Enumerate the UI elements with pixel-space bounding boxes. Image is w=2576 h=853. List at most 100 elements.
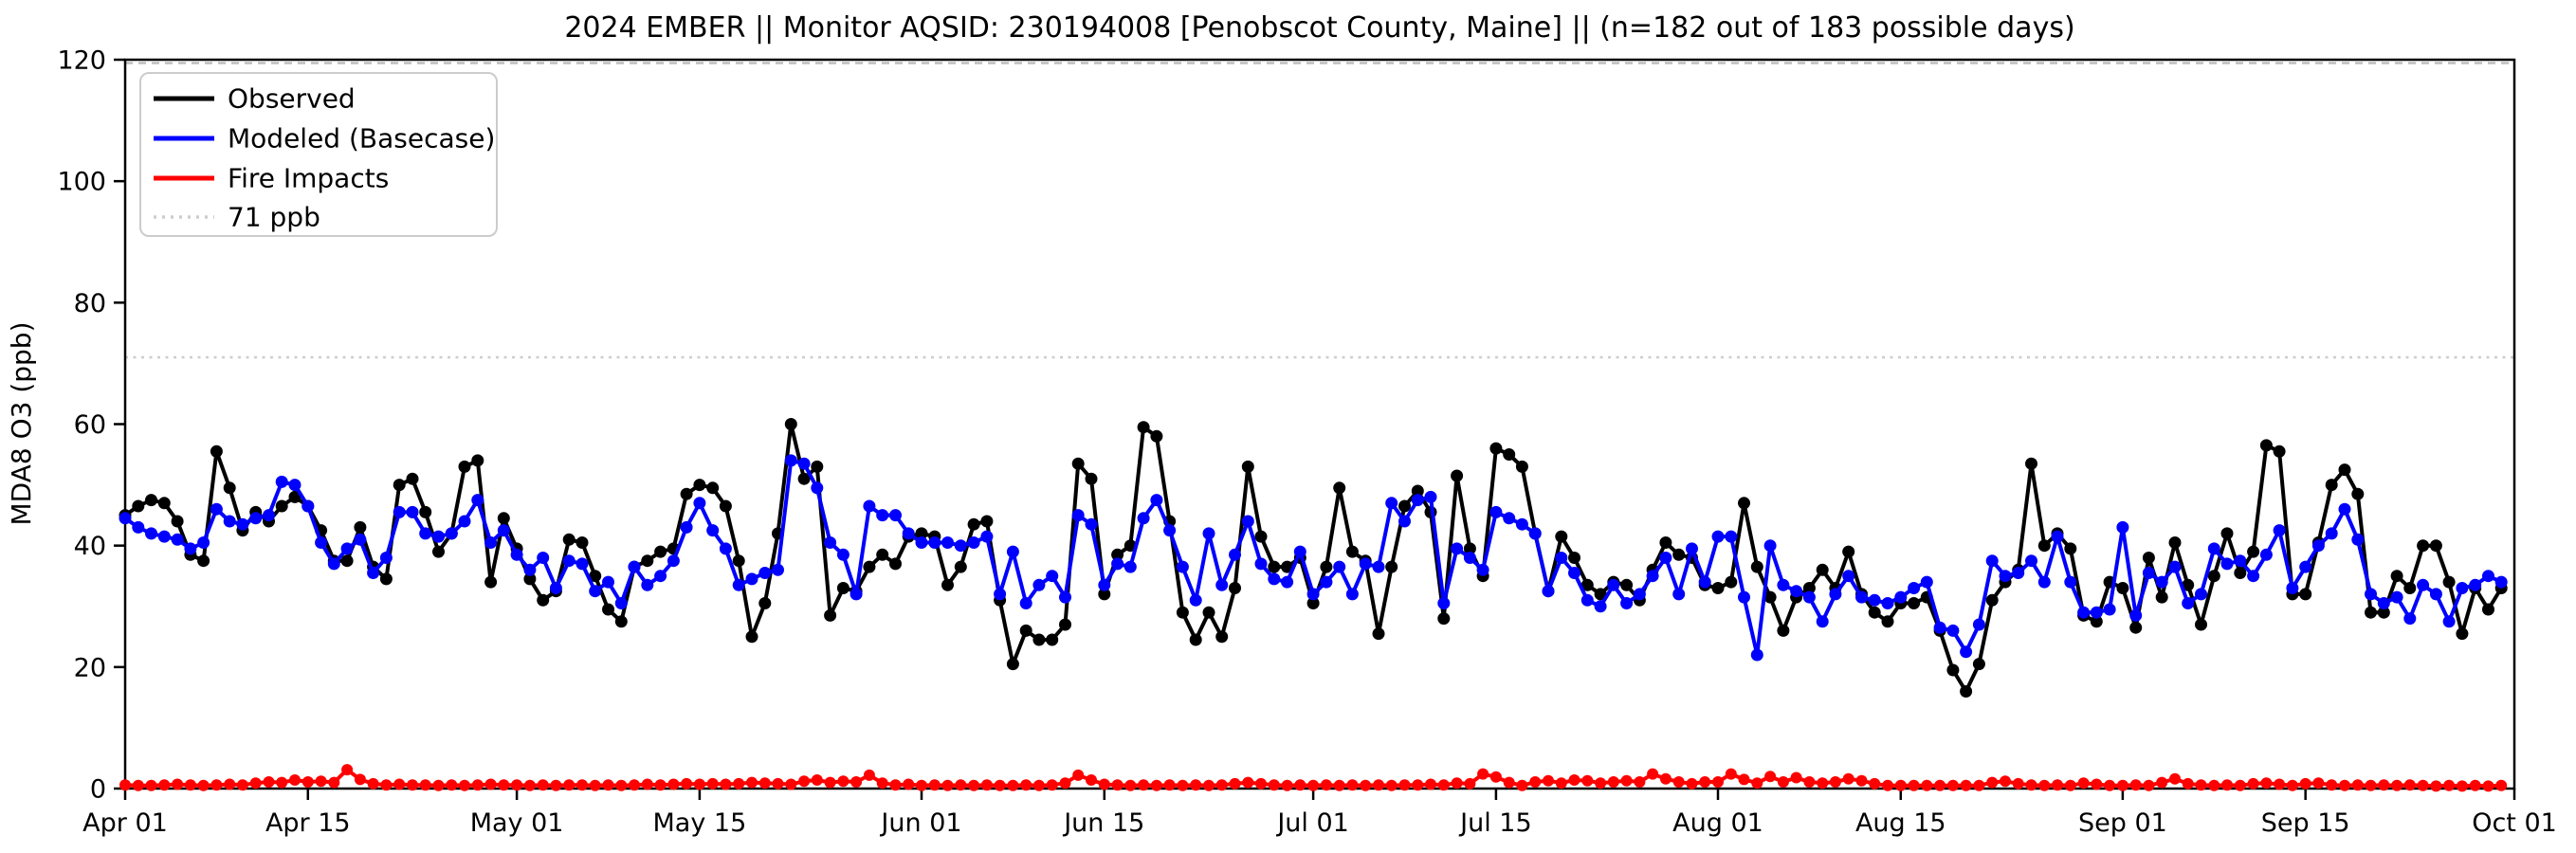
observed-marker — [458, 460, 471, 473]
observed-marker — [171, 515, 184, 528]
x-tick-label: Aug 15 — [1855, 808, 1946, 838]
modeled-basecase-marker — [2195, 588, 2207, 601]
modeled-basecase-marker — [119, 512, 132, 525]
fire-impacts-marker — [772, 777, 784, 789]
observed-marker — [2390, 570, 2403, 583]
observed-marker — [471, 454, 484, 467]
legend: Observed Modeled (Basecase) Fire Impacts… — [139, 72, 498, 237]
observed-marker — [2299, 588, 2312, 601]
observed-marker — [2429, 539, 2442, 553]
observed-marker — [915, 527, 928, 540]
modeled-basecase-marker — [915, 536, 928, 549]
observed-marker — [876, 548, 889, 561]
modeled-basecase-marker — [393, 505, 406, 518]
observed-marker — [693, 479, 706, 492]
fire-impacts-marker — [1855, 774, 1868, 787]
observed-marker — [1345, 545, 1359, 558]
observed-marker — [1777, 624, 1790, 637]
fire-impacts-marker — [2260, 777, 2273, 789]
modeled-basecase-marker — [1985, 554, 1999, 568]
fire-impacts-marker — [1764, 771, 1777, 783]
modeled-basecase-marker — [2129, 608, 2143, 622]
observed-marker — [1059, 618, 1071, 631]
fire-impacts-marker — [1373, 779, 1384, 791]
modeled-basecase-marker — [1725, 530, 1738, 543]
observed-marker — [2182, 578, 2195, 591]
modeled-basecase-marker — [889, 509, 902, 522]
modeled-basecase-marker — [1451, 542, 1464, 555]
fire-impacts-marker — [1869, 777, 1881, 789]
fire-impacts-marker — [1503, 776, 1515, 789]
modeled-basecase-marker — [1306, 588, 1320, 601]
observed-marker — [980, 515, 994, 528]
modeled-basecase-marker — [1894, 590, 1908, 604]
y-tick-label: 20 — [74, 653, 106, 682]
modeled-basecase-marker — [2442, 615, 2456, 628]
observed-marker — [1254, 530, 1268, 543]
observed-marker — [197, 554, 210, 568]
legend-threshold-label: 71 ppb — [228, 202, 320, 233]
modeled-basecase-marker — [2116, 520, 2129, 534]
y-tick-label: 40 — [74, 532, 106, 561]
fire-impacts-marker — [667, 778, 680, 790]
fire-impacts-marker — [1634, 776, 1646, 788]
observed-marker — [2064, 542, 2077, 555]
fire-impacts-marker — [720, 778, 732, 790]
observed-marker — [954, 560, 967, 573]
fire-impacts-marker — [1294, 779, 1306, 791]
modeled-basecase-marker — [2064, 575, 2077, 589]
observed-marker — [589, 570, 602, 583]
modeled-basecase-marker — [1777, 578, 1790, 591]
modeled-basecase-marker — [706, 524, 720, 537]
modeled-basecase-marker — [1150, 494, 1163, 507]
observed-marker — [1085, 472, 1098, 485]
fire-impacts-marker — [1190, 779, 1202, 791]
modeled-basecase-marker — [1855, 590, 1868, 604]
modeled-basecase-marker — [1345, 588, 1359, 601]
legend-fire-label: Fire Impacts — [228, 163, 389, 194]
modeled-basecase-marker — [2286, 582, 2299, 594]
modeled-basecase-marker — [575, 557, 589, 571]
fire-impacts-marker — [785, 778, 797, 790]
fire-impacts-marker — [1738, 773, 1750, 786]
observed-marker — [1946, 663, 1960, 677]
observed-marker — [941, 578, 954, 591]
fire-impacts-marker — [1489, 771, 1502, 783]
fire-impacts-marker — [1477, 768, 1489, 780]
fire-impacts-marker — [2129, 779, 2142, 791]
fire-impacts-marker — [2417, 779, 2429, 791]
observed-marker — [2417, 539, 2430, 553]
observed-marker — [1738, 497, 1750, 510]
modeled-basecase-marker — [2429, 588, 2442, 601]
fire-impacts-marker — [2456, 780, 2468, 792]
observed-marker — [2037, 539, 2051, 553]
observed-marker — [1503, 448, 1516, 461]
fire-impacts-marker — [1020, 779, 1032, 791]
observed-marker — [2273, 445, 2286, 458]
observed-marker — [484, 575, 498, 589]
modeled-basecase-marker — [980, 530, 994, 543]
modeled-basecase-marker — [419, 527, 432, 540]
observed-marker — [889, 557, 902, 571]
fire-impacts-marker — [589, 779, 601, 791]
observed-marker — [2234, 567, 2247, 579]
modeled-basecase-marker — [301, 499, 315, 513]
observed-marker — [1802, 582, 1816, 594]
modeled-basecase-marker — [471, 494, 484, 507]
modeled-basecase-marker — [1620, 597, 1634, 609]
modeled-basecase-marker — [1933, 621, 1946, 634]
modeled-basecase-marker — [1607, 578, 1620, 591]
observed-marker — [2129, 621, 2143, 634]
fire-impacts-marker — [1437, 779, 1450, 791]
modeled-basecase-marker — [197, 536, 210, 549]
modeled-basecase-marker — [2234, 554, 2247, 568]
modeled-basecase-marker — [2220, 557, 2234, 571]
fire-impacts-marker — [2143, 779, 2155, 791]
modeled-basecase-marker — [537, 552, 550, 564]
fire-impacts-marker — [641, 778, 653, 790]
fire-impacts-marker — [2247, 777, 2259, 789]
fire-impacts-marker — [1412, 779, 1424, 791]
modeled-basecase-marker — [2417, 578, 2430, 591]
observed-marker — [223, 481, 236, 495]
fire-impacts-marker — [563, 779, 575, 791]
